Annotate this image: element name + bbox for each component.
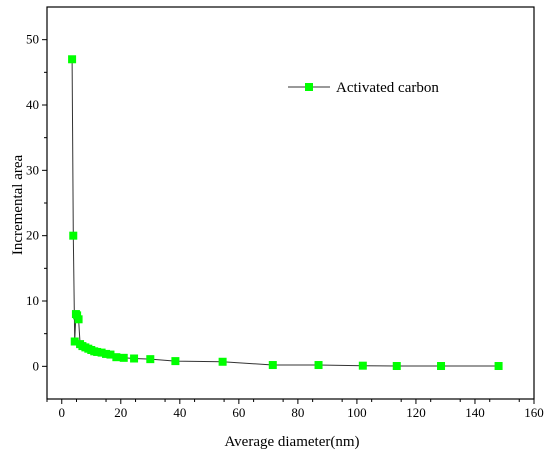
x-axis: 0 20 40 60 80 100 120 140 160 [46,399,544,420]
y-axis-label: Incremental area [10,154,26,255]
y-tick-label: 40 [26,97,39,112]
plot-border [46,6,535,400]
data-point [119,353,128,362]
data-point [171,357,180,366]
y-tick-label: 50 [26,32,39,47]
x-tick-label: 60 [232,405,245,420]
x-tick-label: 160 [524,405,544,420]
y-tick-label: 0 [33,358,40,373]
data-point [314,361,323,370]
data-point [93,347,102,356]
data-point [494,362,503,371]
x-tick-label: 140 [465,405,485,420]
data-point [106,350,115,359]
data-point [130,354,139,363]
data-point [392,362,401,371]
series-layer [68,55,503,371]
data-point [146,355,155,364]
data-point [97,348,106,357]
x-tick-label: 20 [114,405,127,420]
data-point [218,357,227,366]
series-line [71,59,499,367]
y-tick-label: 20 [26,228,39,243]
y-axis: 0 10 20 30 40 50 [26,32,47,373]
x-tick-label: 100 [347,405,367,420]
data-point [112,353,121,362]
x-tick-label: 120 [406,405,426,420]
data-point [358,361,367,370]
data-point [437,362,446,371]
data-point [268,361,277,370]
y-tick-label: 30 [26,162,39,177]
x-tick-label: 80 [291,405,304,420]
x-axis-label: Average diameter(nm) [224,434,359,450]
plot-frame [46,6,535,400]
legend-label: Activated carbon [336,80,439,96]
data-point [69,231,78,240]
data-point [74,315,83,324]
legend-marker [305,83,313,91]
data-point [102,349,111,358]
x-tick-label: 0 [59,405,66,420]
y-tick-label: 10 [26,293,39,308]
data-point [70,337,79,346]
x-tick-label: 40 [173,405,186,420]
data-point [68,55,77,64]
legend: Activated carbon [288,80,439,96]
